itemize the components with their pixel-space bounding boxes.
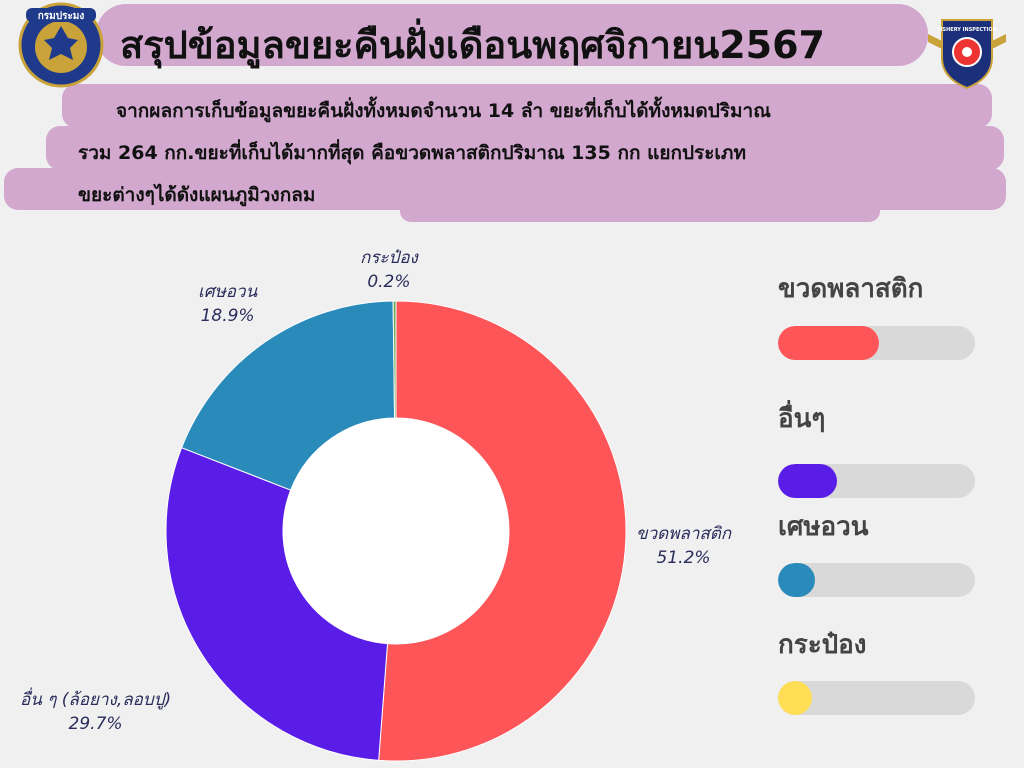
legend-bar-other: [778, 464, 975, 498]
slice-label-value: 29.7%: [68, 714, 123, 734]
slice-label-net-scraps: เศษอวน 18.9%: [198, 280, 257, 328]
slice-label-plastic-bottles: ขวดพลาสติก 51.2%: [636, 522, 731, 570]
department-of-fisheries-seal-icon: กรมประมง: [18, 2, 104, 88]
legend-bar-cans: [778, 681, 975, 715]
legend-label-cans: กระป๋อง: [778, 630, 867, 660]
slice-label-text: กระป๋อง: [360, 248, 418, 268]
title-brush-stroke: [96, 4, 928, 66]
legend-label-other: อื่นๆ: [778, 404, 826, 434]
summary-brush-stroke-2: [46, 126, 1004, 170]
slice-label-value: 51.2%: [656, 548, 711, 568]
slice-label-value: 0.2%: [367, 272, 411, 292]
legend-bar-fill: [778, 464, 837, 498]
legend-label-net-scraps: เศษอวน: [778, 512, 869, 542]
summary-line-2: รวม 264 กก.ขยะที่เก็บได้มากที่สุด คือขวด…: [78, 142, 746, 164]
legend-bar-fill: [778, 681, 812, 715]
summary-text: จากผลการเก็บข้อมูลขยะคืนฝั่งทั้งหมดจำนวน…: [78, 90, 988, 216]
slice-label-text: ขวดพลาสติก: [636, 524, 732, 544]
slice-label-text: เศษอวน: [198, 282, 258, 302]
summary-brush-stroke-4: [400, 200, 880, 222]
legend-label-plastic-bottles: ขวดพลาสติก: [778, 274, 924, 304]
summary-line-1: จากผลการเก็บข้อมูลขยะคืนฝั่งทั้งหมดจำนวน…: [116, 100, 771, 122]
summary-line-3: ขยะต่างๆได้ดังแผนภูมิวงกลม: [78, 184, 316, 206]
page-title: สรุปข้อมูลขยะคืนฝั่งเดือนพฤศจิกายน2567: [120, 23, 825, 67]
left-logo-text: กรมประมง: [38, 10, 85, 22]
slice-label-text: อื่น ๆ (ล้อยาง,ลอบปู): [20, 690, 172, 710]
legend-bar-fill: [778, 563, 816, 597]
donut-hole: [283, 418, 509, 644]
slice-label-value: 18.9%: [200, 306, 255, 326]
summary-brush-stroke-1: [62, 84, 992, 128]
legend-bar-plastic-bottles: [778, 326, 975, 360]
legend-bar-fill: [778, 326, 879, 360]
fishery-inspection-badge-icon: FISHERY INSPECTION: [924, 12, 1010, 92]
slice-label-other: อื่น ๆ (ล้อยาง,ลอบปู) 29.7%: [20, 688, 171, 736]
slice-label-cans: กระป๋อง 0.2%: [360, 246, 418, 294]
right-logo-text: FISHERY INSPECTION: [937, 27, 997, 33]
legend-bar-net-scraps: [778, 563, 975, 597]
